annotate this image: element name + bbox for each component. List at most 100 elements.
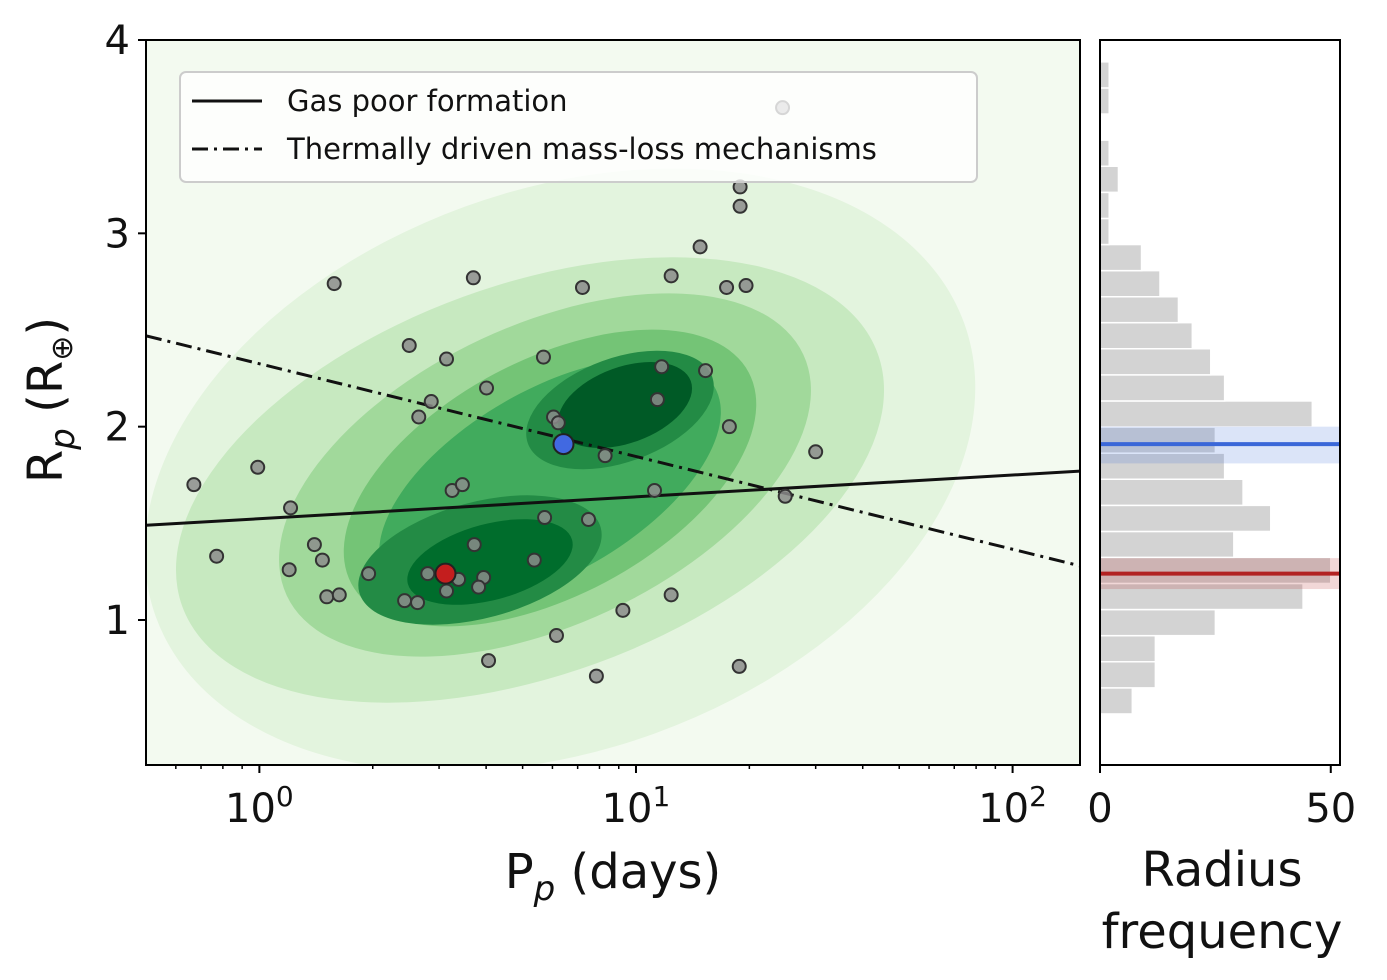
hist-bar <box>1099 634 1157 663</box>
data-point <box>692 239 708 255</box>
x-tick-exponent: 2 <box>1029 780 1047 813</box>
data-point <box>401 337 417 353</box>
legend-label: Gas poor formation <box>287 84 568 118</box>
data-point <box>588 668 604 684</box>
data-point <box>454 477 470 493</box>
data-point <box>314 552 330 568</box>
data-point <box>550 415 566 431</box>
data-point <box>731 658 747 674</box>
data-point <box>574 279 590 295</box>
data-point <box>481 653 497 669</box>
y-tick-label: 4 <box>105 18 130 64</box>
data-point <box>319 589 335 605</box>
x-tick-label: 102 <box>978 780 1047 832</box>
plot-frame <box>145 39 1081 766</box>
y-label-part: ) <box>18 317 74 336</box>
hist-bar <box>1099 426 1217 454</box>
data-point <box>326 276 342 292</box>
data-point <box>479 380 495 396</box>
data-point <box>361 566 377 582</box>
data-point <box>535 349 551 365</box>
data-point <box>808 444 824 460</box>
data-point <box>331 587 347 603</box>
data-point <box>777 488 793 504</box>
hist-bar <box>1099 348 1212 376</box>
data-point <box>471 579 487 595</box>
x-tick-exponent: 1 <box>653 780 671 813</box>
hist-bar <box>1099 661 1157 689</box>
data-point <box>306 537 322 553</box>
data-point <box>654 359 670 375</box>
highlight-point <box>434 562 457 585</box>
hist-bar <box>1099 165 1120 194</box>
hist-bar <box>1099 530 1235 559</box>
trend-line <box>146 469 1080 527</box>
x-label-part: P <box>505 844 534 900</box>
x-axis-label: frequency <box>1102 904 1343 960</box>
trend-line <box>146 334 1080 568</box>
data-point <box>420 566 436 582</box>
x-tick-base: 10 <box>602 786 653 832</box>
x-tick-label: 50 <box>1305 786 1356 832</box>
data-point <box>439 351 455 367</box>
data-point <box>186 477 202 493</box>
y-label-sub: ⊕ <box>45 336 80 361</box>
data-point <box>250 459 266 475</box>
hist-bar <box>1099 139 1110 167</box>
hist-bar <box>1099 295 1180 324</box>
y-label-sub: p <box>43 428 83 451</box>
data-point <box>439 583 455 599</box>
x-axis-label: Pp (days) <box>505 844 722 909</box>
data-point <box>597 448 613 464</box>
y-axis-label: Rp (R⊕) <box>18 317 83 483</box>
data-point <box>410 595 426 611</box>
hist-bar <box>1099 217 1110 246</box>
data-point <box>698 363 714 379</box>
hist-bar <box>1099 191 1110 220</box>
hist-bar <box>1099 243 1143 272</box>
hist-bar <box>1099 61 1110 89</box>
data-point <box>283 500 299 516</box>
data-point <box>209 548 225 564</box>
data-point <box>537 510 553 526</box>
x-tick-base: 10 <box>978 786 1029 832</box>
hist-bar <box>1099 321 1194 350</box>
data-point <box>647 482 663 498</box>
data-point <box>548 627 564 643</box>
x-label-sub: p <box>533 869 556 909</box>
data-point <box>526 552 542 568</box>
x-tick-base: 10 <box>225 786 276 832</box>
x-axis-label: Radius <box>1142 842 1303 898</box>
data-point <box>719 279 735 295</box>
hist-bar <box>1099 478 1244 507</box>
data-point <box>411 409 427 425</box>
y-label-part: R <box>18 450 74 483</box>
x-tick-label: 101 <box>602 780 671 832</box>
hist-bar <box>1099 687 1134 715</box>
hist-bar <box>1099 504 1272 533</box>
x-tick-label: 0 <box>1087 786 1112 832</box>
hist-bar <box>1099 400 1314 428</box>
y-label-part: (R <box>18 361 74 428</box>
y-tick-label: 3 <box>105 211 130 257</box>
legend-box <box>179 71 978 183</box>
x-tick-label: 100 <box>225 780 294 832</box>
hist-bar <box>1099 608 1217 637</box>
data-point <box>732 198 748 214</box>
data-point <box>466 537 482 553</box>
data-point <box>580 511 596 527</box>
hist-bar <box>1099 87 1110 115</box>
data-point <box>663 587 679 603</box>
data-point <box>465 270 481 286</box>
y-tick-label: 1 <box>105 598 130 644</box>
hist-bar <box>1099 582 1304 611</box>
data-point <box>721 419 737 435</box>
highlight-point <box>552 433 575 456</box>
data-point <box>663 268 679 284</box>
x-label-part: (days) <box>555 844 721 900</box>
data-point <box>397 593 413 609</box>
hist-bar <box>1099 269 1161 298</box>
